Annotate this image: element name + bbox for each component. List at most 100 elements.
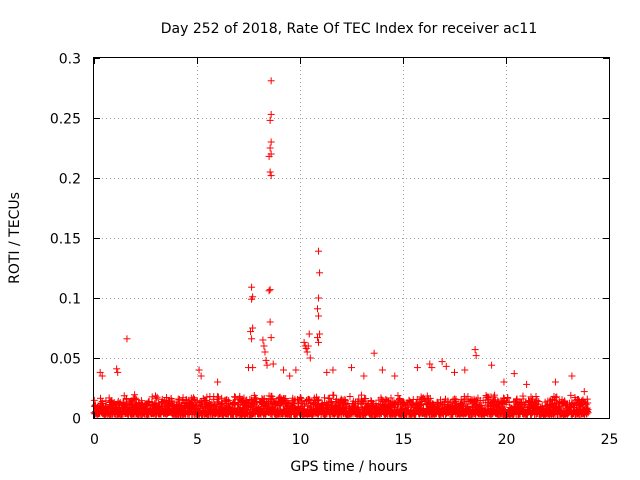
y-tick-label: 0.25 <box>50 112 81 128</box>
data-point <box>280 366 288 374</box>
chart-title: Day 252 of 2018, Rate Of TEC Index for r… <box>161 21 537 37</box>
data-point <box>197 372 205 380</box>
data-point <box>314 305 322 313</box>
data-point <box>267 334 275 342</box>
data-point <box>263 361 271 369</box>
data-point <box>267 172 275 180</box>
y-tick-label: 0.2 <box>59 172 81 188</box>
data-point <box>438 358 446 366</box>
y-tick-label: 0 <box>72 412 81 428</box>
data-point <box>580 388 588 396</box>
data-point <box>189 394 197 402</box>
data-point <box>266 116 274 124</box>
data-point <box>203 393 211 401</box>
data-point <box>323 368 331 376</box>
data-point <box>214 378 222 386</box>
data-point <box>248 283 256 291</box>
data-point <box>168 397 176 405</box>
data-point <box>195 366 203 374</box>
y-tick-label: 0.3 <box>59 52 81 68</box>
x-tick-label: 20 <box>498 432 516 448</box>
data-point <box>523 380 531 388</box>
data-point <box>260 342 268 350</box>
data-point <box>300 338 308 346</box>
data-point <box>296 393 304 401</box>
x-tick-label: 0 <box>90 432 99 448</box>
data-point <box>123 335 131 343</box>
data-point <box>297 394 305 402</box>
data-point <box>245 364 252 372</box>
y-axis-label: ROTI / TECUs <box>7 192 23 284</box>
data-point <box>266 168 274 176</box>
data-point <box>266 318 274 326</box>
x-tick-label: 25 <box>601 432 619 448</box>
data-point <box>114 368 122 376</box>
data-point <box>276 393 284 401</box>
data-point <box>131 391 139 399</box>
data-point <box>391 372 399 380</box>
data-point <box>267 110 275 118</box>
data-point <box>301 402 309 410</box>
data-point <box>488 361 496 369</box>
data-point <box>551 378 559 386</box>
data-point <box>151 399 159 407</box>
data-point <box>266 144 274 152</box>
y-tick-label: 0.05 <box>50 352 81 368</box>
data-point <box>315 294 323 302</box>
data-point <box>259 396 267 404</box>
data-point <box>292 366 300 374</box>
data-point <box>348 364 355 372</box>
data-point <box>131 394 139 402</box>
data-point <box>306 354 314 362</box>
data-point <box>471 346 479 354</box>
data-point <box>265 287 273 295</box>
data-point <box>305 330 313 338</box>
data-point <box>113 365 121 373</box>
data-point <box>269 395 277 403</box>
data-point <box>316 269 324 277</box>
data-point <box>451 368 458 376</box>
data-point <box>261 348 269 356</box>
x-tick-label: 10 <box>292 432 310 448</box>
data-point <box>175 395 183 403</box>
data-point <box>315 312 323 320</box>
y-tick-labels: 0 0.05 0.1 0.15 0.2 0.25 0.3 <box>50 52 81 428</box>
data-point <box>225 397 233 405</box>
data-point <box>267 138 275 146</box>
data-point <box>442 362 450 370</box>
data-point <box>346 393 354 401</box>
data-point <box>163 394 171 402</box>
data-point <box>267 77 275 85</box>
data-point <box>214 393 222 401</box>
data-point <box>286 372 294 380</box>
data-point <box>248 335 256 343</box>
data-point <box>282 395 290 403</box>
data-point <box>329 366 337 374</box>
data-point <box>303 348 311 356</box>
data-point <box>413 364 421 372</box>
data-point <box>568 372 576 380</box>
data-point <box>266 286 274 294</box>
data-point <box>276 394 284 402</box>
data-point <box>90 396 98 404</box>
data-point <box>269 360 277 368</box>
data-point <box>500 378 508 386</box>
grid <box>94 58 609 418</box>
data-point <box>223 396 231 404</box>
x-tick-label: 5 <box>193 432 202 448</box>
y-tick-label: 0.1 <box>59 292 81 308</box>
data-point <box>259 336 267 344</box>
data-points <box>90 77 592 418</box>
data-point <box>461 366 469 374</box>
data-point <box>262 356 270 364</box>
data-point <box>378 366 386 374</box>
x-axis-label: GPS time / hours <box>290 459 407 475</box>
y-tick-label: 0.15 <box>50 232 81 248</box>
data-point <box>370 349 378 357</box>
data-point <box>236 392 244 400</box>
x-tick-labels: 0 5 10 15 20 25 <box>90 432 618 448</box>
data-point <box>360 372 368 380</box>
data-point <box>153 393 161 401</box>
data-point <box>315 338 323 346</box>
